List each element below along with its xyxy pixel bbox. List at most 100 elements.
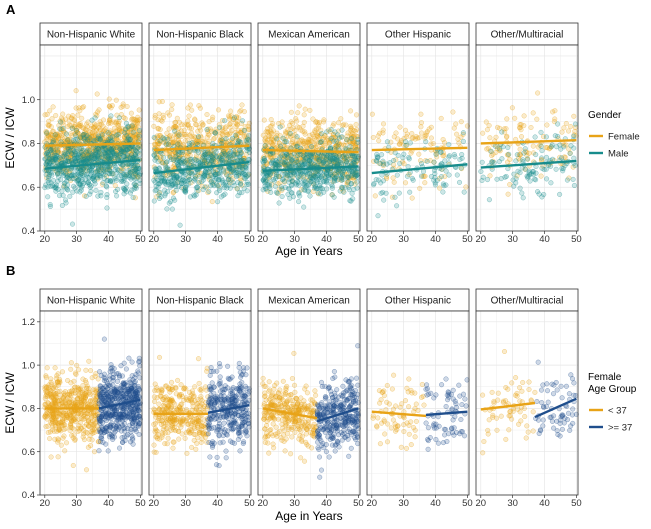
legend-title: Gender [588,110,622,121]
data-point [86,424,92,430]
data-point [392,194,398,200]
data-point [277,143,284,149]
data-point [76,385,82,391]
data-point [446,172,452,178]
data-point [125,123,131,129]
data-point [483,119,489,125]
data-point [132,162,138,168]
data-point [438,115,444,121]
data-point [65,377,71,384]
data-point [44,111,50,117]
data-point [156,165,162,171]
data-point [124,103,130,110]
data-point [236,138,242,144]
data-point [559,129,565,135]
data-point [402,139,409,145]
data-point [83,367,89,373]
x-tick-label: 30 [398,234,409,245]
data-point [52,155,58,161]
data-point [97,119,103,125]
facet-strip-label: Other/Multiracial [491,30,564,41]
data-point [160,160,166,166]
data-point [104,184,110,190]
data-point [522,146,528,152]
data-point [165,136,171,142]
data-point [170,181,176,187]
data-point [570,176,576,182]
data-point [541,166,547,173]
data-point [538,173,544,179]
data-point [48,414,54,420]
data-point [87,402,93,408]
data-point [185,118,191,124]
panel-label: B [6,263,15,278]
data-point [371,182,377,188]
data-point [182,138,188,144]
data-point [129,123,135,129]
data-point [122,115,128,122]
data-point [83,467,90,473]
data-point [488,148,494,154]
data-point [241,109,247,115]
data-point [331,177,337,183]
data-point [521,150,527,156]
data-point [79,115,85,121]
data-point [180,156,186,162]
y-tick-label: 1.0 [22,95,35,106]
data-point [461,189,467,195]
data-point [47,201,53,208]
data-point [491,160,497,166]
data-point [130,194,136,201]
data-point [75,112,81,118]
data-point [92,373,98,379]
data-point [55,413,61,419]
data-point [287,130,293,137]
data-point [554,144,560,150]
data-point [265,134,271,140]
data-point [406,154,412,161]
data-point [373,177,379,183]
data-point [214,183,221,189]
data-point [200,121,206,127]
data-point [52,365,58,371]
data-point [337,159,344,165]
data-point [518,134,525,140]
data-point [496,159,502,165]
data-point [266,175,272,182]
data-point [195,133,201,140]
data-point [349,170,356,176]
data-point [119,162,125,168]
data-point [543,154,550,160]
data-point [105,164,111,170]
data-point [324,178,330,184]
data-point [108,105,114,111]
data-point [301,112,307,118]
data-point [544,176,550,182]
data-point [224,185,230,191]
data-point [328,181,334,187]
data-point [60,192,66,198]
data-point [378,190,384,196]
data-point [511,171,517,177]
data-point [443,168,449,174]
data-point [504,134,510,140]
data-point [538,143,544,149]
data-point [288,119,294,125]
data-point [68,131,74,137]
data-point [307,132,313,138]
data-point [193,121,199,128]
data-point [509,105,515,111]
data-point [47,108,53,114]
data-point [454,131,460,137]
data-point [241,127,248,133]
data-point [155,159,161,165]
data-point [302,106,308,112]
data-point [202,184,208,190]
data-point [164,130,170,136]
data-point [83,380,89,386]
x-tick-label: 50 [462,234,473,245]
data-point [196,103,202,109]
data-point [68,360,74,366]
data-point [223,136,229,142]
